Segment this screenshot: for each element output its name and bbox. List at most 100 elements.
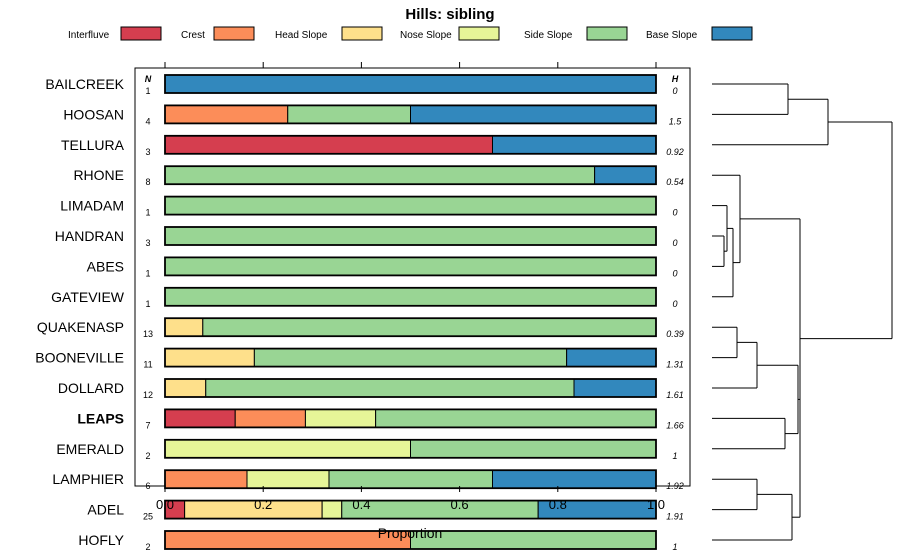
n-value-7: 1: [145, 268, 150, 278]
h-value-13: 1: [672, 451, 677, 461]
bar-segment-12-2: [234, 408, 306, 428]
h-value-11: 1.61: [666, 390, 684, 400]
bar-segment-10-6: [566, 348, 657, 368]
bar-segment-11-5: [205, 378, 575, 398]
bar-segment-2-2: [164, 104, 289, 124]
bar-segment-5-5: [164, 196, 657, 216]
bar-segment-1-6: [164, 74, 657, 94]
bar-segment-10-3: [164, 348, 255, 368]
row-label-15: ADEL: [87, 502, 124, 518]
bar-segment-16-2: [164, 530, 411, 550]
legend-swatch-6: [711, 26, 753, 41]
n-value-11: 12: [143, 390, 153, 400]
n-value-6: 3: [145, 238, 150, 248]
bars: [164, 74, 657, 550]
row-label-8: GATEVIEW: [51, 289, 125, 305]
n-column-header: N: [145, 74, 152, 84]
bar-outline-3: [164, 134, 657, 155]
bar-outline-8: [164, 286, 657, 307]
x-axis-title: Proportion: [378, 525, 443, 541]
bar-outline-1: [164, 74, 657, 94]
bar-outline-5: [164, 195, 657, 216]
h-value-8: 0: [672, 299, 677, 309]
bar-segment-15-5: [341, 500, 539, 520]
bar-outline-9: [164, 317, 657, 338]
n-value-14: 6: [145, 481, 150, 491]
row-label-2: HOOSAN: [63, 106, 124, 122]
bar-segment-12-5: [375, 408, 657, 428]
bar-segment-7-5: [164, 256, 657, 276]
n-value-9: 13: [143, 329, 153, 339]
legend-swatch-5: [586, 26, 628, 41]
bar-outline-16: [164, 530, 657, 550]
x-tick-label-4: 0.6: [451, 497, 469, 512]
row-label-1: BAILCREEK: [45, 76, 124, 92]
bar-outline-6: [164, 226, 657, 246]
row-label-12: LEAPS: [77, 410, 124, 426]
bar-segment-6-5: [164, 226, 657, 246]
legend-label-1: Interfluve: [68, 30, 110, 41]
h-value-15: 1.91: [666, 512, 684, 522]
legend-label-5: Side Slope: [524, 30, 573, 41]
legend-label-3: Head Slope: [275, 30, 328, 41]
h-value-1: 0: [672, 86, 677, 96]
row-label-4: RHONE: [73, 167, 124, 183]
n-value-13: 2: [145, 451, 150, 461]
x-tick-label-3: 0.4: [352, 497, 370, 512]
bar-outline-13: [164, 438, 657, 459]
row-label-14: LAMPHIER: [52, 471, 124, 487]
dendrogram: [712, 83, 893, 541]
bar-outline-14: [164, 469, 657, 490]
h-value-7: 0: [672, 268, 677, 278]
h-column-header: H: [672, 74, 679, 84]
h-value-10: 1.31: [666, 360, 684, 370]
n-value-15: 25: [143, 512, 153, 522]
row-label-11: DOLLARD: [58, 380, 124, 396]
bar-outline-11: [164, 378, 657, 398]
h-value-3: 0.92: [666, 147, 684, 157]
row-label-3: TELLURA: [61, 137, 125, 153]
legend-label-2: Crest: [181, 30, 205, 41]
legend-swatch-1: [120, 26, 162, 41]
row-label-5: LIMADAM: [60, 198, 124, 214]
row-label-6: HANDRAN: [55, 228, 124, 244]
bar-segment-2-5: [287, 104, 411, 124]
bar-segment-13-4: [164, 439, 411, 459]
n-value-4: 8: [145, 177, 150, 187]
h-value-6: 0: [672, 238, 677, 248]
h-value-5: 0: [672, 208, 677, 218]
h-value-9: 0.39: [666, 329, 684, 339]
x-tick-label-6: 1.0: [647, 497, 665, 512]
bar-outline-10: [164, 347, 657, 368]
bar-outline-7: [164, 256, 657, 277]
h-value-4: 0.54: [666, 177, 684, 187]
bar-segment-11-3: [164, 378, 207, 398]
row-label-16: HOFLY: [78, 532, 124, 548]
legend-label-4: Nose Slope: [400, 30, 452, 41]
bar-segment-14-2: [164, 469, 248, 489]
bar-outline-2: [164, 104, 657, 125]
n-value-5: 1: [145, 208, 150, 218]
bar-outline-4: [164, 165, 657, 186]
legend-swatch-4: [458, 26, 500, 41]
n-value-1: 1: [145, 86, 150, 96]
row-label-7: ABES: [87, 258, 124, 274]
legend: Interfluve Crest Head Slope Nose Slope Side …: [68, 26, 753, 41]
n-value-2: 4: [145, 116, 150, 126]
x-tick-label-1: 0.0: [156, 497, 174, 512]
n-value-10: 11: [143, 360, 152, 370]
bar-segment-11-6: [573, 378, 657, 398]
bar-segment-14-4: [246, 469, 330, 489]
bar-segment-3-6: [491, 135, 657, 155]
bar-segment-3-1: [164, 135, 493, 155]
h-value-12: 1.66: [666, 420, 684, 430]
bar-segment-12-1: [164, 408, 236, 428]
x-tick-label-5: 0.8: [549, 497, 567, 512]
h-value-2: 1.5: [669, 116, 683, 126]
bar-segment-9-3: [164, 317, 204, 337]
legend-swatch-3: [341, 26, 383, 41]
bar-segment-9-5: [202, 317, 657, 337]
bar-segment-4-6: [594, 165, 657, 185]
n-value-3: 3: [145, 147, 150, 157]
